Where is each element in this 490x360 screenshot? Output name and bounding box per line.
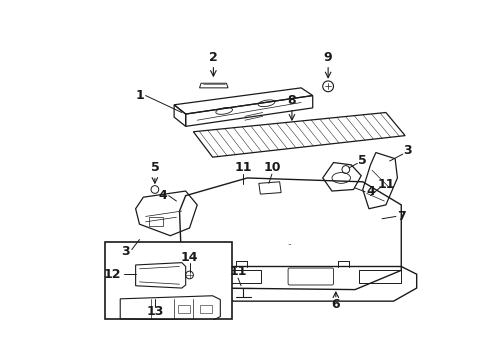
Text: 11: 11 <box>229 265 247 278</box>
Text: 2: 2 <box>209 50 218 64</box>
Text: 4: 4 <box>366 185 375 198</box>
Text: 1: 1 <box>135 89 144 102</box>
Text: 3: 3 <box>122 244 130 258</box>
Text: 8: 8 <box>288 94 296 107</box>
Bar <box>105 242 232 319</box>
Text: 11: 11 <box>235 161 252 175</box>
Bar <box>359 270 401 283</box>
Text: 6: 6 <box>332 298 340 311</box>
Bar <box>178 305 190 313</box>
Text: 12: 12 <box>104 268 122 281</box>
Bar <box>222 270 261 283</box>
Text: 10: 10 <box>263 161 281 175</box>
Text: 4: 4 <box>158 189 167 202</box>
Bar <box>199 305 212 313</box>
Bar <box>149 217 163 226</box>
Text: 5: 5 <box>150 161 159 175</box>
Text: 14: 14 <box>181 251 198 264</box>
Text: ..: .. <box>287 240 292 246</box>
Text: 5: 5 <box>358 154 367 167</box>
Text: 9: 9 <box>324 50 332 64</box>
Text: 3: 3 <box>403 144 412 157</box>
Text: 11: 11 <box>377 177 394 190</box>
Text: 7: 7 <box>397 210 406 223</box>
Text: 13: 13 <box>146 305 164 318</box>
